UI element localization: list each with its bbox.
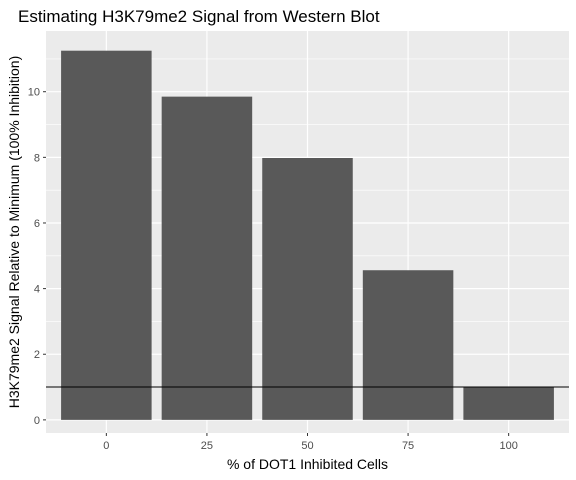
bar: [362, 270, 454, 420]
chart-title: Estimating H3K79me2 Signal from Western …: [18, 7, 380, 26]
bar: [262, 157, 353, 420]
x-tick-label: 0: [103, 440, 109, 452]
y-tick-label: 8: [34, 152, 40, 164]
y-tick-label: 2: [34, 349, 40, 361]
y-axis-title: H3K79me2 Signal Relative to Minimum (100…: [6, 56, 22, 409]
bars: [61, 50, 554, 420]
y-axis: 0 2 4 6 8 10: [28, 87, 46, 427]
y-tick-label: 10: [28, 87, 40, 99]
bar: [61, 50, 152, 420]
y-tick-label: 6: [34, 218, 40, 230]
x-tick-label: 100: [499, 440, 517, 452]
x-tick-label: 25: [201, 440, 213, 452]
x-axis-title: % of DOT1 Inhibited Cells: [227, 456, 388, 472]
x-tick-label: 75: [402, 440, 414, 452]
bar: [463, 387, 554, 420]
x-tick-label: 50: [301, 440, 313, 452]
y-tick-label: 0: [34, 415, 40, 427]
x-axis: 0 25 50 75 100: [103, 433, 518, 452]
y-tick-label: 4: [34, 284, 40, 296]
bar: [161, 96, 253, 420]
